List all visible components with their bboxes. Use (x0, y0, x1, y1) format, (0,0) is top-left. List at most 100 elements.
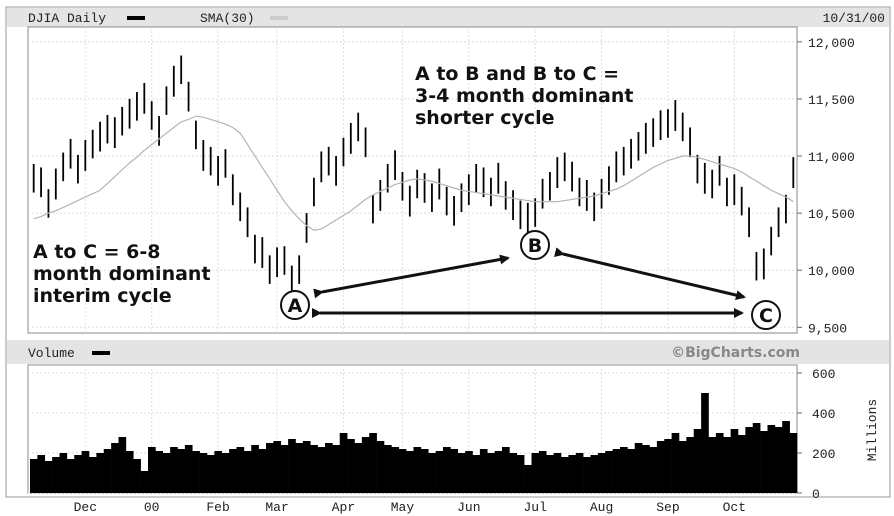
annotation: month dominant (33, 263, 211, 285)
volume-bar (457, 453, 466, 493)
volume-bar (354, 443, 363, 493)
volume-bar (177, 449, 186, 493)
volume-bar (708, 437, 717, 493)
volume-bar (273, 441, 282, 493)
volume-legend: Volume (28, 346, 75, 361)
volume-bar (546, 455, 554, 493)
volume-bar (288, 439, 296, 493)
volume-bar (774, 427, 783, 493)
volume-bar (420, 449, 429, 493)
x-tick-label: Jun (457, 500, 480, 515)
y-tick-label: 12,000 (808, 36, 855, 51)
y-tick-label: 400 (812, 407, 835, 422)
x-tick-label: Feb (206, 500, 229, 515)
volume-bar (487, 453, 495, 493)
volume-bar (782, 421, 790, 493)
volume-bar (649, 447, 658, 493)
volume-bar (701, 393, 709, 493)
volume-bar (752, 423, 761, 493)
y-tick-label: 9,500 (808, 321, 847, 336)
volume-bar (332, 445, 341, 493)
volume-bar (730, 429, 739, 493)
volume-bar (738, 435, 746, 493)
y-tick-label: 10,500 (808, 207, 855, 222)
x-tick-label: May (391, 500, 415, 515)
volume-bar (118, 437, 127, 493)
marks: 9,500 10,000 10,500 11,000 11,500 12,000 0 200 4… (28, 27, 855, 515)
series-legend: DJIA Daily (28, 11, 106, 26)
volume-bar (52, 457, 60, 493)
legend-swatch (270, 16, 288, 20)
volume-bar (207, 455, 215, 493)
date-label: 10/31/00 (823, 11, 885, 26)
volume-bar (693, 429, 702, 493)
volume-bar (671, 433, 680, 493)
volume-bar (384, 445, 392, 493)
y-tick-label: 11,500 (808, 93, 855, 108)
volume-bar (413, 447, 422, 493)
volume-bar (472, 455, 481, 493)
x-tick-label: Aug (590, 500, 613, 515)
volume-bar (406, 451, 414, 493)
annotation: shorter cycle (415, 107, 555, 129)
volume-bar (679, 441, 687, 493)
volume-bar (317, 447, 326, 493)
volume-bar (435, 451, 444, 493)
volume-bar (760, 431, 768, 493)
volume-bar (428, 453, 436, 493)
volume-bar (133, 459, 141, 493)
y-tick-label: 0 (812, 487, 820, 502)
point-label: C (759, 305, 773, 327)
volume-bar (715, 433, 724, 493)
x-tick-label: Apr (332, 500, 355, 515)
annotation: A to B and B to C = (415, 63, 619, 85)
y-axis-label: Millions (865, 399, 880, 461)
volume-bar (531, 453, 540, 493)
volume-bar (634, 443, 643, 493)
x-tick-label: Oct (723, 500, 746, 515)
volume-bar (538, 451, 547, 493)
volume-bar (66, 459, 75, 493)
volume-bar (243, 451, 252, 493)
point-circle (751, 300, 781, 330)
volume-bar (789, 433, 798, 493)
volume-bar (155, 451, 164, 493)
volume-header (7, 340, 889, 364)
point-circle (520, 230, 550, 260)
volume-bar (494, 451, 503, 493)
volume-bar (339, 433, 348, 493)
volume-bar (214, 451, 223, 493)
volume-bar (767, 425, 776, 493)
volume-bar (81, 451, 90, 493)
volume-bar (443, 447, 451, 493)
arrow (313, 254, 510, 299)
annotation: 3-4 month dominant (415, 85, 633, 107)
volume-bar (221, 453, 230, 493)
volume-bar (295, 443, 304, 493)
volume-bar (148, 447, 156, 493)
volume-bar (656, 441, 665, 493)
volume-bar (376, 441, 385, 493)
point-label: A (288, 295, 303, 317)
volume-bar (509, 453, 518, 493)
volume-bar (561, 457, 569, 493)
volume-bar (568, 455, 577, 493)
volume-bar (302, 441, 311, 493)
x-tick-label: Sep (656, 500, 679, 515)
volume-bar (583, 457, 591, 493)
volume-bar (280, 445, 289, 493)
volume-bar (111, 443, 119, 493)
volume-bar (745, 427, 754, 493)
volume-bar (605, 451, 613, 493)
volume-bar (590, 455, 599, 493)
legend-swatch (127, 16, 145, 20)
volume-bar (620, 447, 628, 493)
volume-bar (184, 445, 193, 493)
volume-bar (391, 447, 400, 493)
volume-bar (258, 449, 267, 493)
volume-bar (369, 433, 377, 493)
volume-bar (30, 459, 38, 493)
volume-bar (37, 455, 46, 493)
volume-bar (664, 439, 672, 493)
